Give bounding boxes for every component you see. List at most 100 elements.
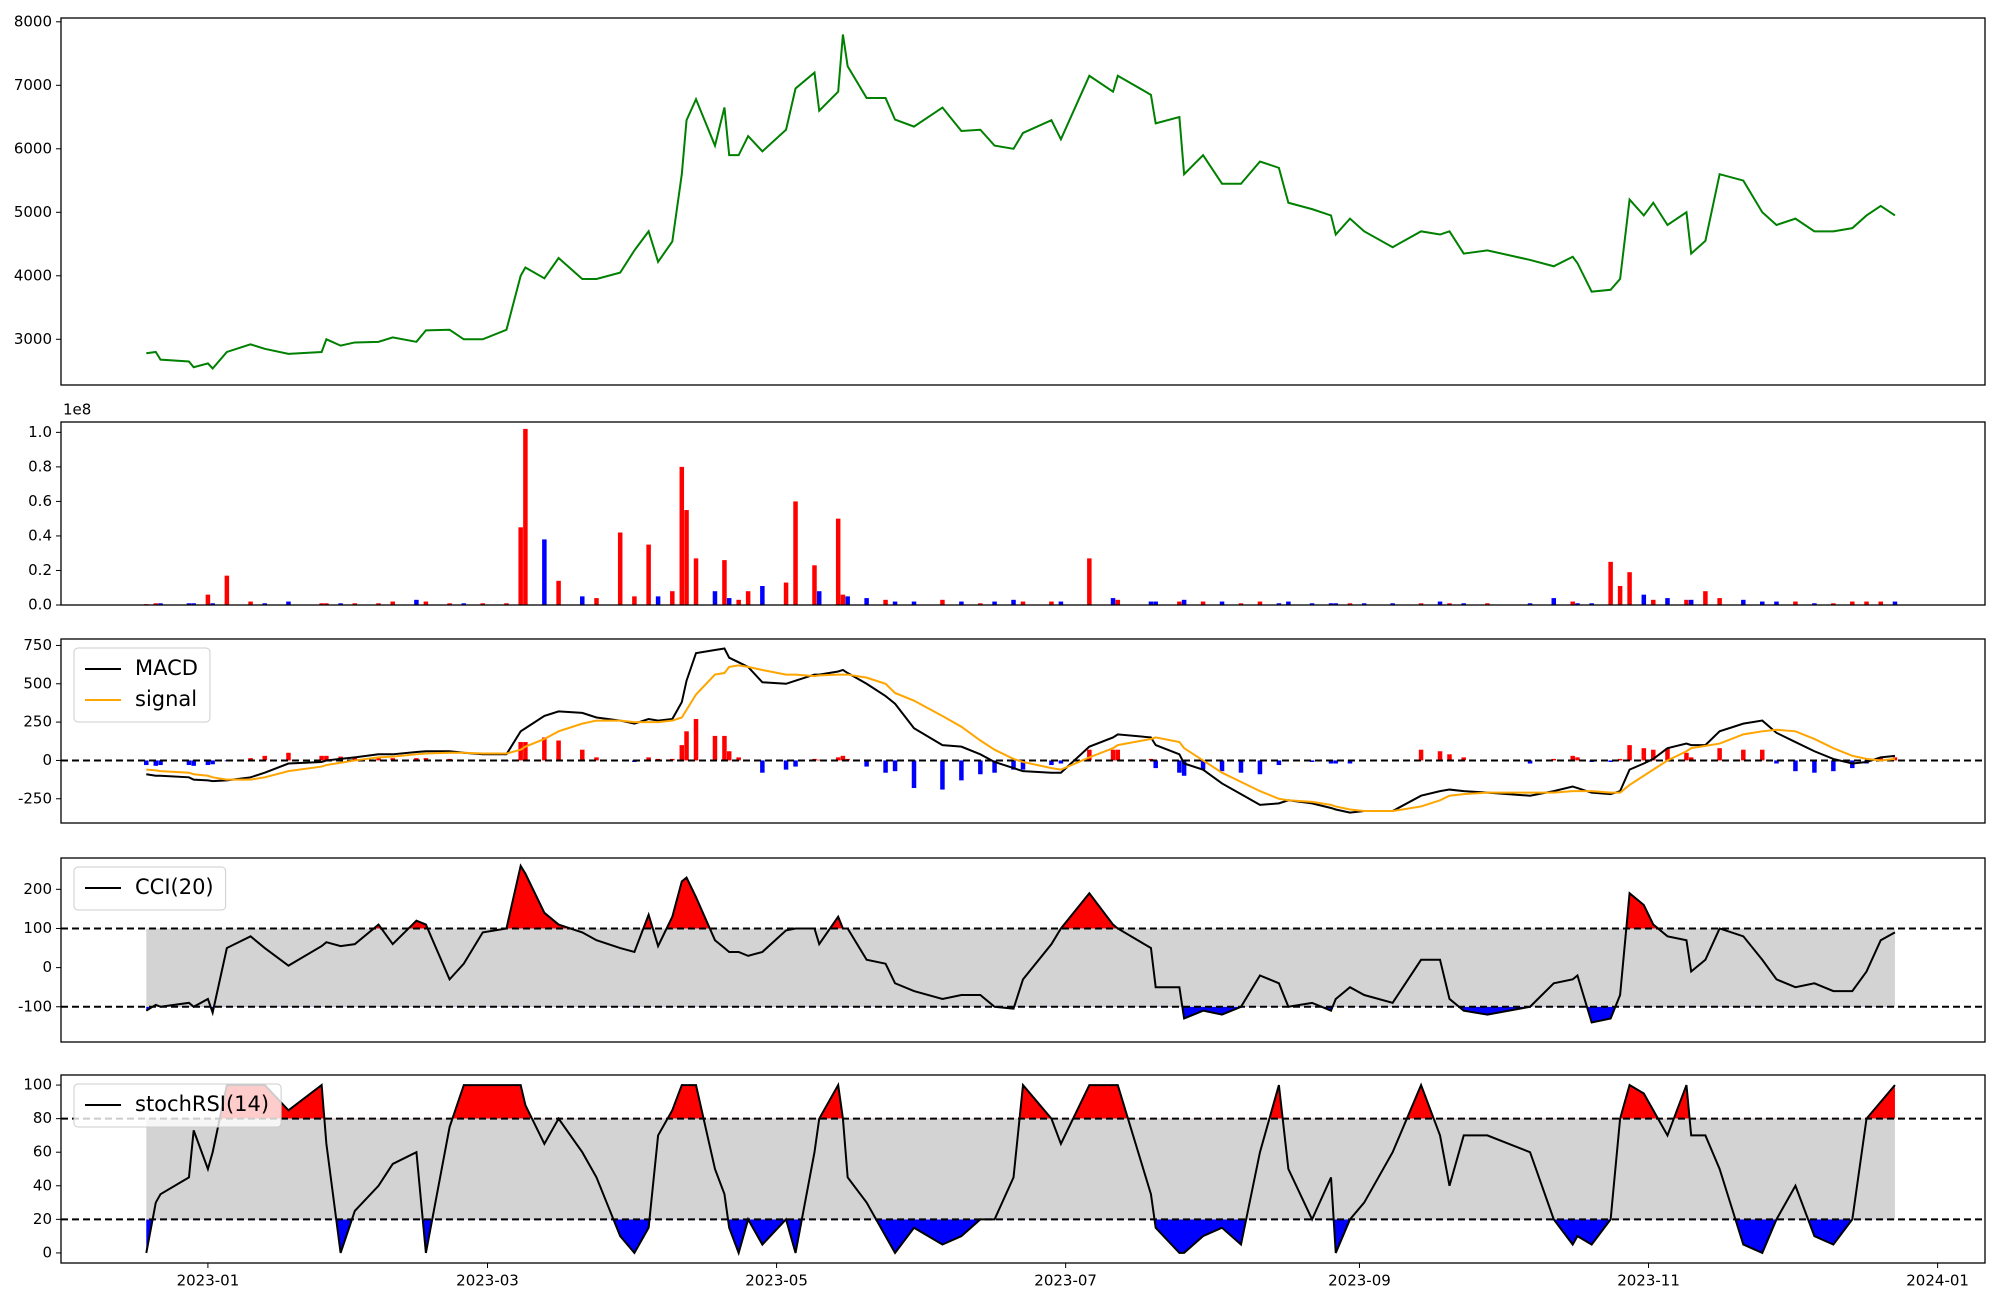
panel <box>61 1082 1985 1257</box>
volume-bar <box>783 582 789 605</box>
volume-bar <box>324 603 329 605</box>
volume-bar <box>793 501 798 605</box>
legend-box <box>73 866 227 911</box>
volume-bar <box>1437 601 1443 605</box>
y-tick-label: 4000 <box>14 266 52 284</box>
y-tick-label: 20 <box>33 1210 52 1228</box>
x-tick-label: 2023-09 <box>1328 1272 1391 1290</box>
y-tick-label: 6000 <box>14 139 52 157</box>
y-tick-label: 500 <box>23 674 52 692</box>
histogram-bar <box>1418 749 1424 761</box>
volume-bar <box>816 591 822 605</box>
volume-bar <box>1627 572 1632 605</box>
histogram-bar <box>1608 760 1613 762</box>
y-tick-label: 40 <box>33 1176 52 1194</box>
volume-bar <box>518 527 523 605</box>
histogram-bar <box>1684 752 1689 761</box>
volume-bar <box>911 601 917 605</box>
histogram-bar <box>840 755 846 761</box>
x-tick-label: 2023-11 <box>1617 1272 1680 1290</box>
y-tick-label: 0.0 <box>28 596 52 614</box>
histogram-bar <box>1717 748 1722 761</box>
histogram-bar <box>1878 757 1883 761</box>
histogram-bar <box>556 740 561 761</box>
volume-bar <box>504 603 509 605</box>
volume-bar <box>959 601 964 605</box>
y-tick-label: 100 <box>23 1076 52 1094</box>
volume-bar <box>1741 599 1746 605</box>
volume-bar <box>414 599 419 605</box>
x-tick-label: 2023-05 <box>745 1272 808 1290</box>
volume-bar <box>556 580 561 605</box>
volume-bar <box>1608 561 1613 605</box>
histogram-bar <box>783 760 789 770</box>
histogram-bar <box>1760 749 1765 761</box>
histogram-bar <box>978 760 983 775</box>
volume-bar <box>679 466 685 605</box>
volume-bar <box>248 601 253 605</box>
legend-box <box>73 647 211 723</box>
volume-bar <box>158 603 163 605</box>
histogram-bar <box>1892 757 1898 761</box>
volume-bar <box>461 603 467 605</box>
legend-box <box>73 1083 282 1128</box>
volume-bar <box>812 565 817 605</box>
y-tick-label: 100 <box>23 919 52 937</box>
legend: stochRSI(14) <box>73 1083 282 1128</box>
histogram-bar <box>835 757 841 761</box>
volume-bar <box>542 539 547 605</box>
volume-bar <box>1361 603 1367 605</box>
x-tick-label: 2023-03 <box>456 1272 519 1290</box>
y-tick-label: 0.2 <box>28 561 52 579</box>
histogram-bar <box>153 760 159 766</box>
histogram-bar <box>940 760 945 790</box>
histogram-bar <box>726 751 732 761</box>
offset-label: 1e8 <box>63 401 91 419</box>
histogram-bar <box>883 760 888 773</box>
volume-bar <box>1087 558 1092 605</box>
volume-bar <box>1200 601 1206 605</box>
volume-bar <box>845 596 850 605</box>
volume-bar <box>594 598 599 605</box>
volume-bar <box>338 603 343 605</box>
volume-bar <box>1641 594 1647 605</box>
series-line <box>146 664 1896 813</box>
histogram-bar <box>959 760 964 781</box>
volume-bar <box>1049 601 1054 605</box>
volume-bar <box>1878 601 1883 605</box>
volume-bar <box>1148 601 1154 605</box>
histogram-bar <box>262 755 268 761</box>
volume-bar <box>1058 601 1064 605</box>
histogram-bar <box>1153 760 1158 769</box>
series-line <box>145 1082 1896 1257</box>
histogram-bar <box>1115 749 1121 761</box>
histogram-bar <box>1087 749 1092 761</box>
volume-bar <box>1181 599 1187 605</box>
volume-bar <box>1309 603 1315 605</box>
histogram-bar <box>542 737 547 761</box>
y-tick-label: 3000 <box>14 330 52 348</box>
volume-bar <box>864 598 869 605</box>
y-tick-label: 7000 <box>14 76 52 94</box>
histogram-bar <box>1333 760 1339 764</box>
histogram-bar <box>248 758 253 761</box>
volume-bar <box>1447 603 1452 605</box>
volume-bar <box>1286 601 1291 605</box>
histogram-bar <box>1447 754 1452 761</box>
volume-bar <box>1831 603 1836 605</box>
histogram-bar <box>1527 760 1533 764</box>
volume-bar <box>760 586 765 605</box>
histogram-bar <box>1238 760 1244 773</box>
volume-bar <box>617 532 623 605</box>
histogram-bar <box>286 752 291 761</box>
histogram-bar <box>1257 760 1263 775</box>
volume-bar <box>1651 599 1656 605</box>
volume-bar <box>722 560 727 605</box>
volume-bar <box>1011 599 1016 605</box>
volume-bar <box>1850 601 1855 605</box>
series-line <box>146 647 1896 814</box>
x-tick-label: 2024-01 <box>1906 1272 1969 1290</box>
volume-bar <box>286 601 291 605</box>
volume-bar <box>1793 601 1798 605</box>
